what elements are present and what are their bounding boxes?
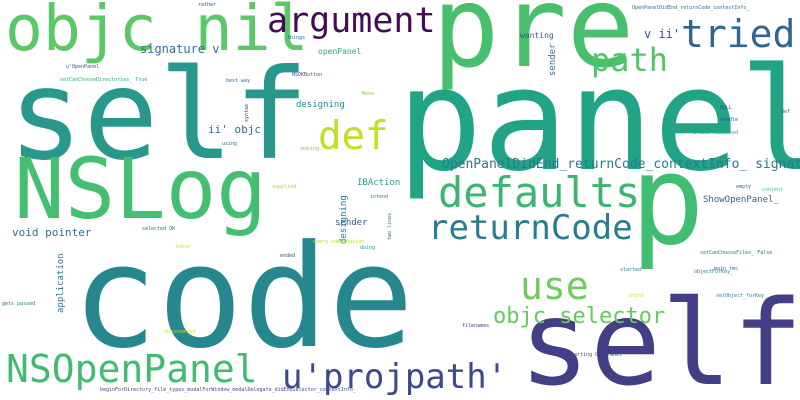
word-intend: intend: [370, 194, 389, 200]
word-third: third: [628, 293, 644, 299]
word-empty: empty: [736, 184, 752, 190]
word-defaults: defaults: [438, 168, 641, 217]
word-setcanchoosedirectories: setCanChooseDirectories_ True: [60, 77, 148, 83]
word-filenames: filenames: [462, 323, 490, 329]
word-ibaction: IBAction: [357, 178, 401, 188]
word-using: using: [222, 141, 238, 147]
word-argument: argument: [267, 1, 436, 41]
word-self-2: self: [519, 274, 800, 400]
word-u-projpath: u'projpath': [282, 357, 508, 397]
word-openpaneldidend: OpenPanelDidEnd_returnCode_contextInfo_: [632, 5, 750, 11]
word-showopenpanel: ShowOpenPanel_: [703, 195, 779, 205]
word-use: use: [520, 264, 589, 308]
word-panel: panel: [397, 38, 800, 203]
word-objc-nil: objc nil: [5, 0, 309, 65]
word-every-combination: every combination: [313, 239, 365, 245]
word-objectforkey: objectForKey_: [694, 269, 734, 275]
word-objc-selector: objc selector: [493, 304, 666, 329]
word-u-starting-openpanel: u'Starting OpenPanel: [562, 352, 623, 358]
word-none: None: [362, 91, 375, 97]
word-self: self: [8, 43, 310, 188]
word-p: p: [630, 129, 705, 273]
word-tried: tried: [681, 12, 796, 56]
word-panel-small: sender: [335, 218, 368, 228]
word-selected-ok: selected OK: [142, 226, 176, 232]
word-best-way: best way: [226, 78, 251, 84]
word-null: NULL: [720, 105, 733, 111]
word-wanting: wanting: [520, 31, 554, 40]
word-making: making: [301, 146, 320, 152]
word-u-user-selected: u'User selected: [693, 130, 739, 136]
word-beginfordirectory: beginForDirectory_file_types_modalForWin…: [100, 387, 356, 393]
word-far: designing: [296, 100, 345, 110]
word-syntax: two lines: [387, 212, 393, 240]
word-application: application: [56, 253, 66, 313]
word-path: path: [591, 41, 669, 79]
word-void-pointer: void pointer: [12, 226, 92, 239]
word-main-tmc: main tmc: [714, 266, 739, 272]
word-setcanchoosefiles: setCanChooseFiles_ False: [700, 250, 773, 256]
word-supplied: supplied: [272, 184, 297, 190]
word-v-ii: v ii': [644, 27, 681, 41]
word-pre: pre: [432, 0, 635, 93]
word-nsokbutton: NSOKButton: [292, 72, 323, 78]
word-setobject-forkey: setObject_forKey_: [716, 293, 768, 299]
word-signature-v: signature v: [140, 42, 220, 56]
word-handle: handle: [720, 117, 739, 123]
word-loose: loose: [175, 244, 191, 250]
word-u-openpanel: u'OpenPanel: [66, 64, 100, 70]
word-sender: sender: [548, 43, 558, 76]
word-code: code: [72, 215, 414, 380]
word-openpaneldidend-signature: OpenPanelDidEnd_returnCode_contextInfo_ …: [442, 157, 800, 172]
word-gets-passed: gets passed: [2, 301, 36, 307]
word-openpanel: openPanel: [318, 47, 362, 56]
word-returncode: returnCode: [428, 208, 633, 248]
word-ended: ended: [280, 253, 296, 259]
word-def: def: [318, 114, 389, 159]
word-ii-objc: ii' objc: [208, 123, 261, 136]
word-rather: rather: [198, 2, 217, 8]
word-nsopenpanel: NSOpenPanel: [6, 347, 258, 391]
word-started: started: [620, 267, 642, 273]
word-nslog: NSLog: [14, 140, 267, 238]
word-content: content: [762, 187, 784, 193]
word-doing: doing: [360, 245, 376, 251]
word-def-small: def: [781, 109, 791, 115]
word-discovered: discovered: [165, 329, 196, 335]
word-doca: syntax: [244, 103, 250, 122]
word-designing: designing: [339, 195, 349, 244]
word-things: things: [287, 35, 306, 41]
